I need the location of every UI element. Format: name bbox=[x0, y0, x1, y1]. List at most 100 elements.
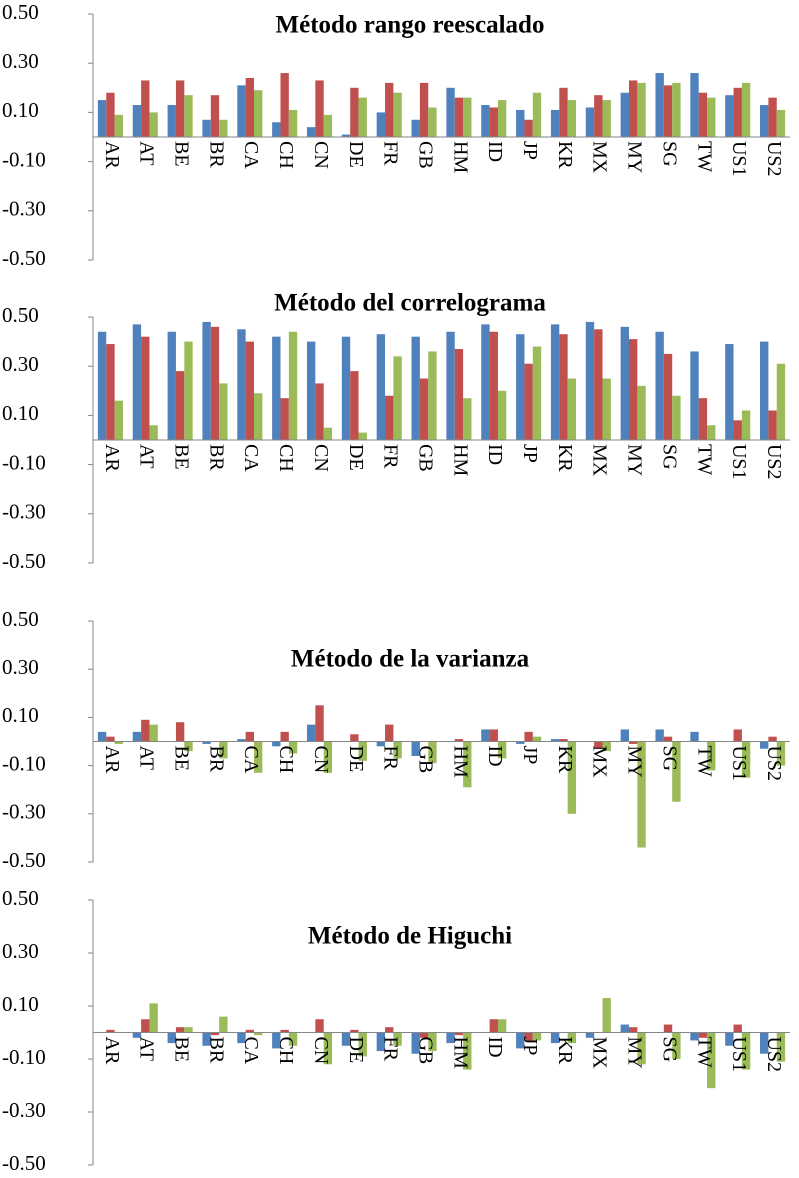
bar bbox=[497, 100, 507, 137]
bar bbox=[454, 1032, 464, 1036]
bar bbox=[323, 1032, 333, 1065]
y-tick-label: 0.10 bbox=[2, 401, 39, 425]
x-tick-label: DE bbox=[345, 746, 367, 773]
bar bbox=[114, 400, 123, 440]
bar bbox=[376, 112, 386, 137]
x-tick-label: AR bbox=[101, 444, 123, 472]
bar bbox=[463, 741, 472, 788]
bar bbox=[132, 731, 142, 742]
bar bbox=[602, 378, 611, 440]
y-tick-label: -0.10 bbox=[2, 450, 46, 474]
bar bbox=[698, 398, 708, 440]
x-tick-label: ID bbox=[484, 444, 506, 465]
y-tick-label: -0.10 bbox=[2, 751, 46, 775]
bar bbox=[620, 326, 629, 440]
bar bbox=[707, 1032, 716, 1089]
bar bbox=[184, 741, 193, 752]
x-tick-label: CA bbox=[240, 746, 262, 774]
x-tick-label: TW bbox=[693, 1037, 715, 1068]
chart-title: Método de la varianza bbox=[291, 646, 530, 673]
bar bbox=[690, 73, 699, 137]
x-tick-label: HM bbox=[449, 444, 471, 476]
bar bbox=[184, 341, 193, 440]
x-tick-label: KR bbox=[554, 1037, 576, 1065]
bar bbox=[690, 731, 699, 742]
bar bbox=[768, 410, 777, 440]
bar bbox=[663, 353, 673, 440]
bar bbox=[419, 82, 429, 137]
x-tick-label: TW bbox=[693, 141, 715, 172]
bar bbox=[254, 393, 263, 440]
bar bbox=[532, 346, 542, 440]
bar bbox=[167, 331, 176, 440]
y-tick-label: 0.30 bbox=[2, 49, 39, 73]
x-tick-label: BR bbox=[205, 444, 227, 471]
bar bbox=[532, 92, 542, 137]
bar bbox=[341, 336, 351, 440]
x-tick-label: MY bbox=[624, 1037, 646, 1069]
bar bbox=[411, 336, 420, 440]
bar bbox=[532, 1032, 542, 1041]
x-tick-label: SG bbox=[658, 746, 680, 772]
x-tick-label: CH bbox=[275, 746, 297, 774]
bar bbox=[655, 331, 664, 440]
bar bbox=[489, 1019, 498, 1033]
bar bbox=[733, 1024, 742, 1033]
bar bbox=[280, 731, 289, 742]
x-tick-label: ID bbox=[484, 746, 506, 767]
bar bbox=[463, 97, 472, 137]
bar bbox=[411, 119, 420, 137]
bar bbox=[175, 722, 185, 742]
x-tick-label: GB bbox=[414, 746, 436, 774]
bar bbox=[776, 109, 786, 137]
bar bbox=[760, 341, 769, 440]
bar bbox=[655, 729, 664, 742]
bar bbox=[210, 1032, 220, 1036]
bar bbox=[672, 741, 681, 802]
bar bbox=[707, 97, 716, 137]
bar bbox=[454, 97, 464, 137]
bar bbox=[245, 1029, 255, 1033]
bar bbox=[306, 341, 316, 440]
x-tick-label: US2 bbox=[763, 746, 785, 782]
bar bbox=[628, 1027, 638, 1033]
bar bbox=[428, 351, 437, 440]
bar bbox=[175, 80, 185, 137]
bar bbox=[114, 741, 123, 744]
y-tick-label: -0.50 bbox=[2, 246, 46, 270]
bar bbox=[594, 329, 603, 440]
bar bbox=[516, 741, 525, 744]
x-tick-label: SG bbox=[658, 444, 680, 470]
bar bbox=[585, 107, 595, 137]
bar bbox=[184, 95, 193, 137]
bar bbox=[655, 73, 664, 137]
x-tick-label: AR bbox=[101, 746, 123, 774]
bar bbox=[637, 385, 646, 440]
bar bbox=[725, 1032, 734, 1046]
bar bbox=[341, 1032, 351, 1046]
bar bbox=[376, 741, 386, 747]
chart-title: Método rango reescalado bbox=[276, 12, 545, 39]
bar bbox=[594, 95, 603, 137]
bar bbox=[106, 344, 115, 440]
x-tick-label: CA bbox=[240, 1037, 262, 1065]
x-tick-label: DE bbox=[345, 1037, 367, 1064]
bar bbox=[725, 95, 734, 137]
bar bbox=[132, 1032, 142, 1038]
bar bbox=[567, 100, 577, 137]
bar bbox=[358, 1032, 367, 1057]
bar bbox=[149, 724, 158, 742]
x-tick-label: TW bbox=[693, 444, 715, 475]
x-tick-label: US1 bbox=[728, 141, 750, 177]
bar bbox=[559, 334, 568, 440]
x-tick-label: CA bbox=[240, 141, 262, 169]
bar bbox=[497, 390, 507, 440]
bar bbox=[393, 92, 402, 137]
bar bbox=[776, 363, 786, 440]
bar bbox=[741, 1032, 751, 1070]
x-tick-label: BR bbox=[205, 141, 227, 168]
y-tick-label: -0.30 bbox=[2, 800, 46, 824]
bar bbox=[620, 1024, 629, 1033]
bar bbox=[602, 100, 611, 137]
